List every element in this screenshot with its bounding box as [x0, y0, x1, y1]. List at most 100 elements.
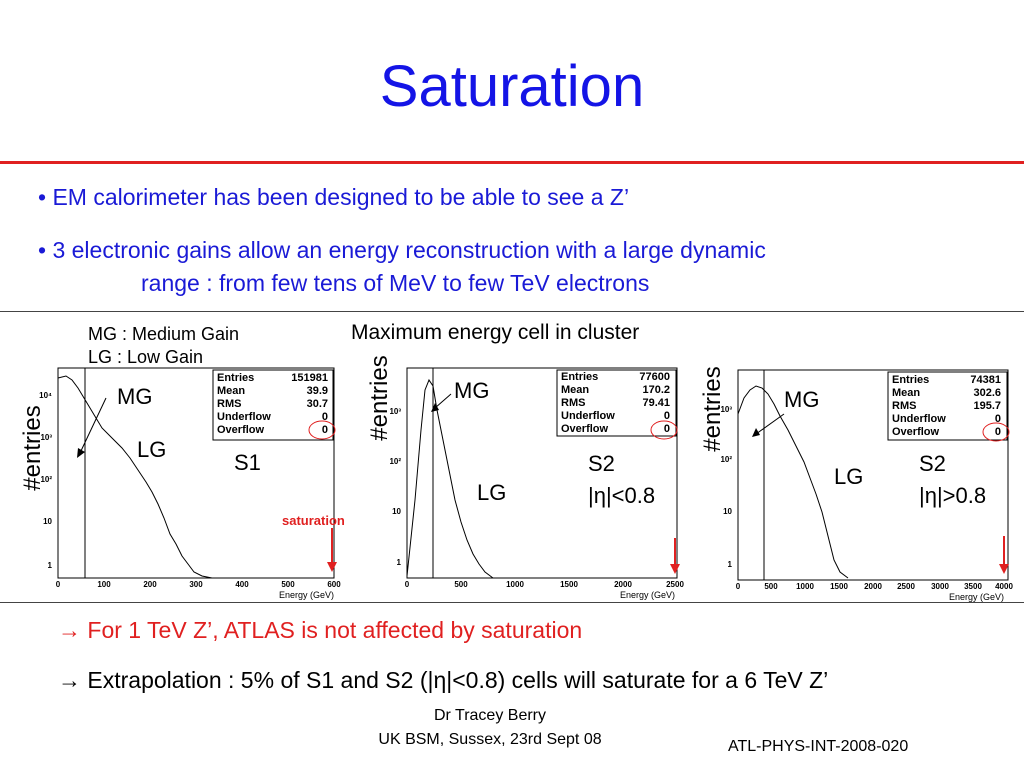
svg-text:Overflow: Overflow — [561, 423, 609, 435]
svg-text:10: 10 — [723, 507, 732, 516]
svg-text:10: 10 — [43, 517, 52, 526]
svg-text:302.6: 302.6 — [973, 387, 1001, 399]
plot3-mg-arrow — [755, 413, 785, 435]
plot2-ylabel: #entries — [367, 355, 393, 440]
svg-text:0: 0 — [405, 580, 410, 589]
svg-text:Energy (GeV): Energy (GeV) — [949, 592, 1004, 602]
plot1-region-label: S1 — [234, 450, 261, 475]
svg-text:3500: 3500 — [964, 582, 982, 591]
plot2-mg-arrow — [434, 393, 452, 409]
svg-text:Energy (GeV): Energy (GeV) — [279, 590, 334, 600]
svg-text:151981: 151981 — [291, 372, 328, 384]
histogram-s2-forward: #entries Entries 74381 Mean 302.6 RMS 195.7… — [700, 366, 1013, 602]
plot2-eta-label: |η|<0.8 — [588, 483, 656, 508]
svg-text:77600: 77600 — [639, 371, 670, 383]
histogram-s1: #entries Entries 151981 Mean 39.9 RMS 30.7 … — [22, 367, 341, 600]
bullet-2-line1: • 3 electronic gains allow an energy rec… — [38, 237, 766, 263]
svg-text:3000: 3000 — [931, 582, 949, 591]
svg-text:Energy (GeV): Energy (GeV) — [620, 590, 675, 600]
svg-text:10³: 10³ — [40, 433, 52, 442]
svg-text:Entries: Entries — [561, 371, 598, 383]
plot3-lg-label: LG — [834, 464, 864, 489]
histogram-s2-central: #entries Entries 77600 Mean 170.2 RMS 79.41… — [367, 355, 684, 600]
svg-text:Overflow: Overflow — [892, 426, 940, 438]
svg-text:1: 1 — [728, 560, 733, 569]
plot1-mg-label: MG — [117, 384, 153, 409]
svg-text:0: 0 — [322, 424, 328, 436]
svg-text:300: 300 — [189, 580, 203, 589]
bullet-1: • EM calorimeter has been designed to be… — [38, 184, 630, 210]
svg-text:2000: 2000 — [864, 582, 882, 591]
svg-text:170.2: 170.2 — [642, 384, 670, 396]
svg-text:10³: 10³ — [389, 407, 401, 416]
svg-text:1: 1 — [48, 561, 53, 570]
plot3-mg-label: MG — [784, 387, 820, 412]
svg-text:10²: 10² — [40, 475, 52, 484]
plot3-overflow-circle — [982, 422, 1010, 442]
plot2-frame — [406, 367, 678, 579]
plot3-region-label: S2 — [919, 451, 946, 476]
plot1-lg-label: LG — [137, 437, 167, 462]
svg-text:4000: 4000 — [995, 582, 1013, 591]
svg-text:79.41: 79.41 — [642, 397, 670, 409]
svg-text:100: 100 — [97, 580, 111, 589]
svg-text:Underflow: Underflow — [561, 410, 615, 422]
svg-text:39.9: 39.9 — [307, 385, 328, 397]
svg-text:0: 0 — [995, 413, 1001, 425]
figure-caption: Maximum energy cell in cluster — [351, 321, 640, 344]
plot1-mg-arrow — [79, 397, 107, 454]
svg-text:500: 500 — [764, 582, 778, 591]
plot3-eta-label: |η|>0.8 — [919, 483, 987, 508]
slide-title: Saturation — [379, 54, 645, 119]
svg-text:Mean: Mean — [892, 387, 920, 399]
svg-text:Entries: Entries — [892, 374, 929, 386]
plot2-overflow-circle — [650, 420, 678, 440]
svg-text:195.7: 195.7 — [973, 400, 1001, 412]
plot1-frame — [57, 367, 335, 579]
svg-text:RMS: RMS — [561, 397, 585, 409]
svg-text:Overflow: Overflow — [217, 424, 265, 436]
svg-text:0: 0 — [56, 580, 61, 589]
svg-text:1000: 1000 — [506, 580, 524, 589]
svg-text:600: 600 — [327, 580, 341, 589]
svg-text:Underflow: Underflow — [217, 411, 271, 423]
footer-event: UK BSM, Sussex, 23rd Sept 08 — [378, 731, 602, 748]
bottom-rule — [0, 602, 1024, 603]
plot3-frame — [737, 369, 1009, 581]
footer-author: Dr Tracey Berry — [433, 707, 546, 724]
title-divider — [0, 161, 1024, 164]
conclusion-1: → For 1 TeV Z’, ATLAS is not affected by… — [58, 617, 583, 643]
svg-text:1: 1 — [397, 558, 402, 567]
svg-text:Mean: Mean — [217, 385, 245, 397]
plot2-mg-label: MG — [454, 378, 490, 403]
svg-text:2000: 2000 — [614, 580, 632, 589]
svg-text:0: 0 — [664, 410, 670, 422]
svg-text:400: 400 — [235, 580, 249, 589]
svg-text:10: 10 — [392, 507, 401, 516]
svg-text:Entries: Entries — [217, 372, 254, 384]
svg-text:Underflow: Underflow — [892, 413, 946, 425]
plot3-ylabel: #entries — [700, 366, 726, 451]
svg-text:RMS: RMS — [892, 400, 916, 412]
svg-text:Mean: Mean — [561, 384, 589, 396]
svg-text:2500: 2500 — [897, 582, 915, 591]
svg-text:10⁴: 10⁴ — [39, 391, 52, 400]
svg-text:1000: 1000 — [796, 582, 814, 591]
legend-lg: LG : Low Gain — [88, 347, 204, 367]
svg-text:0: 0 — [322, 411, 328, 423]
svg-text:1500: 1500 — [830, 582, 848, 591]
saturation-label: saturation — [282, 513, 345, 528]
plot2-statbox — [556, 369, 677, 437]
plot3-curve — [737, 385, 849, 579]
svg-text:0: 0 — [995, 426, 1001, 438]
svg-text:74381: 74381 — [970, 374, 1001, 386]
plot3-statbox — [887, 371, 1008, 441]
svg-text:10³: 10³ — [720, 405, 732, 414]
svg-text:0: 0 — [736, 582, 741, 591]
legend-mg: MG : Medium Gain — [88, 324, 240, 344]
svg-text:2500: 2500 — [666, 580, 684, 589]
svg-text:30.7: 30.7 — [307, 398, 328, 410]
plot1-curve — [57, 375, 213, 579]
svg-text:200: 200 — [143, 580, 157, 589]
conclusion-2: → Extrapolation : 5% of S1 and S2 (|η|<0… — [58, 667, 829, 693]
